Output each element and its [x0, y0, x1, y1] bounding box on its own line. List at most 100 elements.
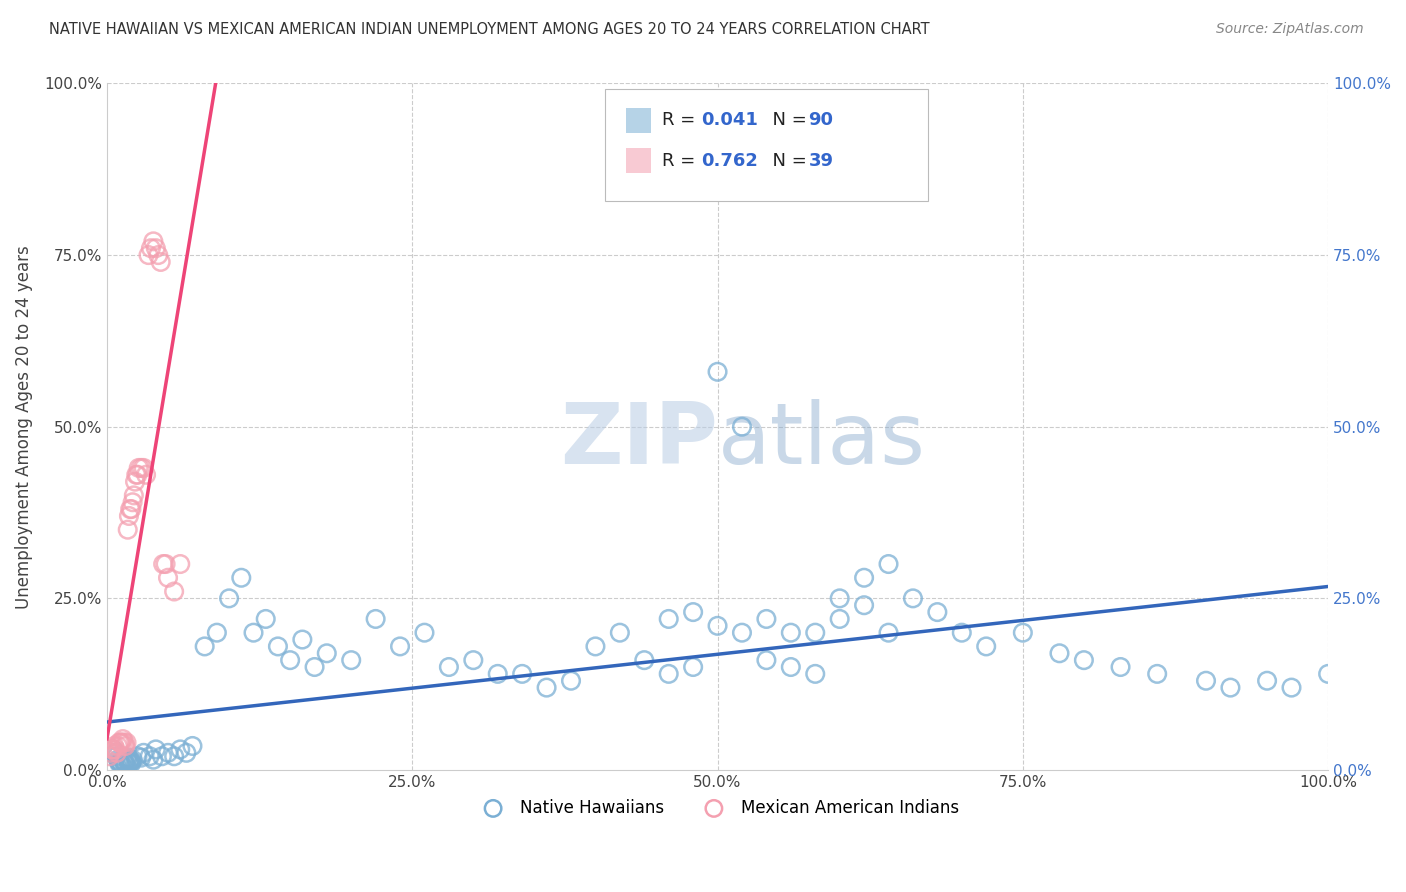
Point: [205, 625, 228, 640]
Point: [111, 732, 134, 747]
Point: [157, 746, 180, 760]
Point: [254, 612, 277, 626]
Point: [877, 557, 900, 571]
Text: NATIVE HAWAIIAN VS MEXICAN AMERICAN INDIAN UNEMPLOYMENT AMONG AGES 20 TO 24 YEAR: NATIVE HAWAIIAN VS MEXICAN AMERICAN INDI…: [49, 22, 929, 37]
Point: [176, 746, 198, 760]
Text: N =: N =: [761, 152, 813, 169]
Point: [142, 753, 165, 767]
Point: [1073, 653, 1095, 667]
Point: [120, 502, 142, 516]
Text: Source: ZipAtlas.com: Source: ZipAtlas.com: [1216, 22, 1364, 37]
Point: [114, 757, 136, 772]
Point: [658, 612, 681, 626]
Point: [181, 739, 204, 753]
Point: [1317, 666, 1340, 681]
Point: [98, 749, 121, 764]
Point: [804, 625, 827, 640]
Point: [609, 625, 631, 640]
Point: [291, 632, 314, 647]
Point: [927, 605, 949, 619]
Legend: Native Hawaiians, Mexican American Indians: Native Hawaiians, Mexican American India…: [470, 792, 966, 823]
Point: [157, 571, 180, 585]
Point: [149, 255, 172, 269]
Point: [115, 753, 138, 767]
Point: [145, 742, 167, 756]
Point: [110, 756, 132, 771]
Point: [1011, 625, 1033, 640]
Point: [304, 660, 326, 674]
Point: [755, 612, 778, 626]
Point: [583, 640, 606, 654]
Text: ZIP: ZIP: [560, 399, 717, 482]
Point: [1195, 673, 1218, 688]
Point: [169, 742, 191, 756]
Point: [101, 742, 124, 756]
Point: [486, 666, 509, 681]
Point: [118, 755, 141, 769]
Point: [117, 750, 139, 764]
Point: [127, 749, 149, 764]
Point: [950, 625, 973, 640]
Point: [364, 612, 387, 626]
Point: [155, 557, 177, 571]
Point: [974, 640, 997, 654]
Point: [267, 640, 290, 654]
Point: [731, 419, 754, 434]
Point: [1049, 646, 1071, 660]
Point: [129, 750, 152, 764]
Point: [108, 735, 131, 749]
Point: [1146, 666, 1168, 681]
Point: [437, 660, 460, 674]
Point: [152, 557, 174, 571]
Point: [132, 461, 155, 475]
Point: [100, 746, 122, 760]
Point: [114, 756, 136, 771]
Point: [1281, 681, 1303, 695]
Point: [682, 660, 704, 674]
Point: [853, 571, 876, 585]
Point: [107, 739, 129, 753]
Point: [536, 681, 558, 695]
Point: [145, 241, 167, 255]
Point: [138, 248, 160, 262]
Text: R =: R =: [662, 112, 702, 129]
Y-axis label: Unemployment Among Ages 20 to 24 years: Unemployment Among Ages 20 to 24 years: [15, 244, 32, 608]
Point: [194, 640, 217, 654]
Point: [828, 612, 851, 626]
Point: [163, 749, 186, 764]
Point: [118, 508, 141, 523]
Point: [142, 235, 165, 249]
Point: [135, 467, 157, 482]
Point: [122, 488, 145, 502]
Point: [101, 742, 124, 756]
Point: [633, 653, 655, 667]
Point: [128, 461, 150, 475]
Text: 0.762: 0.762: [702, 152, 758, 169]
Point: [111, 757, 134, 772]
Point: [112, 735, 135, 749]
Point: [124, 475, 146, 489]
Point: [779, 660, 801, 674]
Point: [706, 365, 728, 379]
Point: [510, 666, 533, 681]
Text: 39: 39: [808, 152, 834, 169]
Point: [389, 640, 412, 654]
Point: [120, 502, 142, 516]
Point: [108, 756, 131, 771]
Point: [231, 571, 253, 585]
Point: [877, 625, 900, 640]
Point: [112, 755, 135, 769]
Point: [132, 746, 155, 760]
Point: [731, 625, 754, 640]
Point: [120, 756, 142, 771]
Point: [163, 584, 186, 599]
Point: [121, 495, 143, 509]
Point: [138, 749, 160, 764]
Point: [682, 605, 704, 619]
Point: [115, 735, 138, 749]
Point: [104, 746, 127, 760]
Point: [853, 599, 876, 613]
Point: [101, 742, 124, 756]
Point: [111, 735, 134, 749]
Point: [1109, 660, 1132, 674]
